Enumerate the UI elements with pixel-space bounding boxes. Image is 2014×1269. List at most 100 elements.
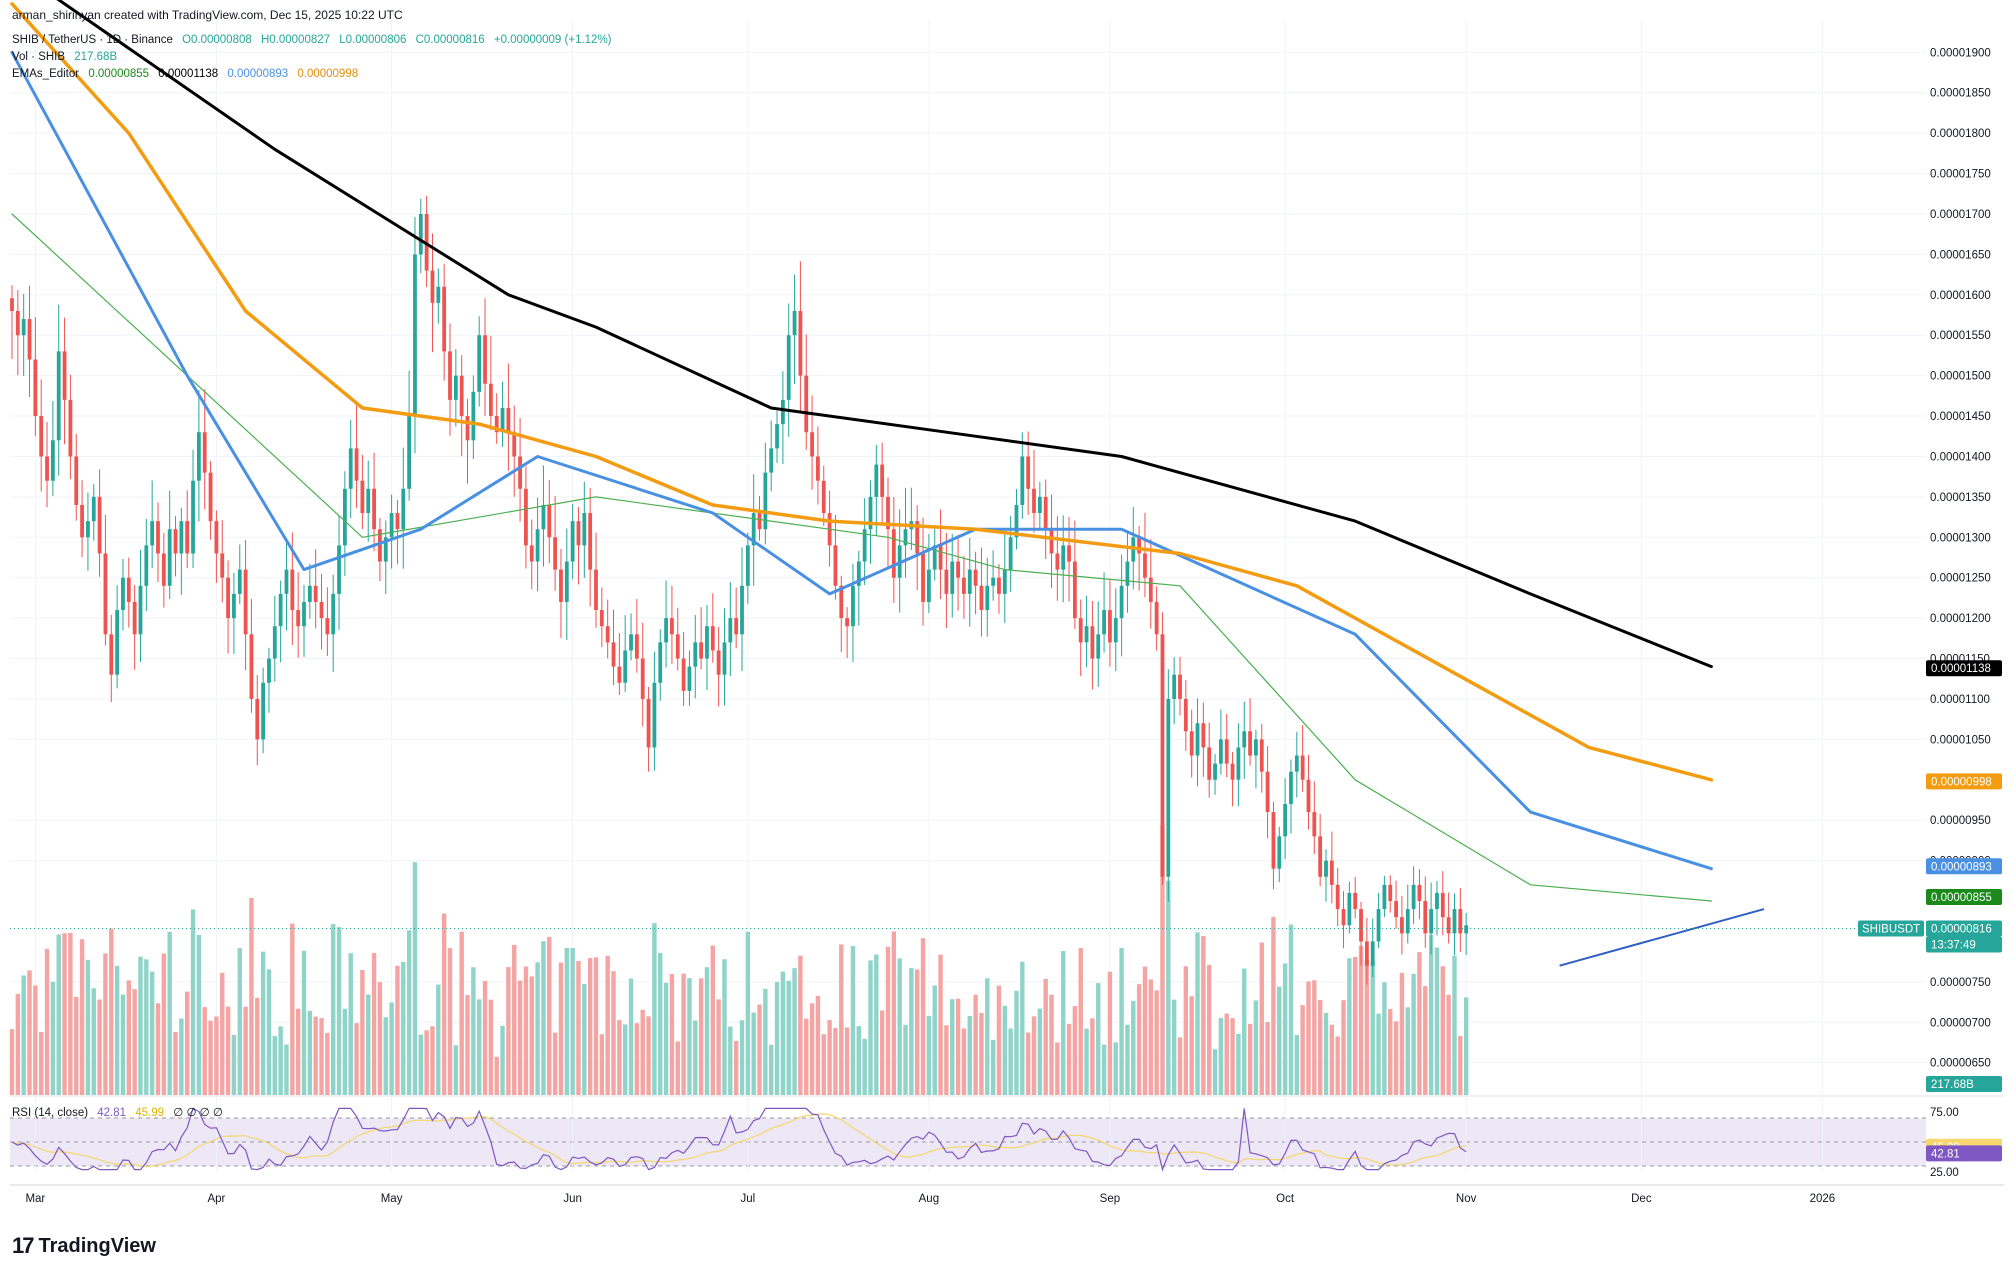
volume-bar (658, 952, 663, 1095)
ohlc-open: O0.00000808 (182, 34, 252, 46)
volume-bar (856, 1026, 861, 1095)
candle-body (1417, 884, 1422, 902)
candle-body (430, 270, 435, 303)
volume-bar (266, 969, 272, 1095)
volume-bar (693, 1020, 698, 1095)
symbol-legend[interactable]: SHIB / TetherUS · 1D · Binance O0.000008… (12, 34, 618, 46)
candle-body (1160, 634, 1165, 877)
time-tick-label: Nov (1456, 1193, 1477, 1205)
candle-body (1289, 771, 1293, 805)
candle-body (395, 513, 400, 530)
price-tick-label: 0.00000700 (1930, 1017, 1991, 1029)
candle-body (27, 319, 32, 360)
candle-body (1464, 925, 1469, 934)
candle-body (564, 561, 569, 602)
volume-bar (1072, 1006, 1078, 1095)
candle-body (360, 480, 365, 514)
volume-bar (944, 1025, 949, 1095)
volume-bar (149, 971, 155, 1095)
candle-body (1265, 771, 1270, 813)
candle-body (576, 521, 581, 546)
volume-bar (1107, 971, 1113, 1095)
candle-body (115, 610, 120, 675)
volume-bar (1189, 996, 1194, 1095)
candle-body (792, 310, 797, 336)
price-tick-label: 0.00001700 (1930, 209, 1991, 221)
ohlc-change: +0.00000009 (+1.12%) (493, 34, 612, 46)
candle-body (1283, 804, 1288, 837)
candle-body (1189, 731, 1194, 756)
candle-body (804, 375, 809, 433)
volume-bar (325, 1032, 330, 1095)
candle-body (833, 545, 838, 586)
candle-body (938, 545, 943, 570)
time-tick-label: Mar (25, 1193, 45, 1205)
candle-body (354, 448, 359, 481)
last-price-tag-bg (1926, 920, 2002, 937)
volume-bar (1090, 1018, 1095, 1095)
candle-body (126, 577, 131, 602)
candle-body (1195, 723, 1200, 756)
volume-bar (383, 1017, 388, 1095)
volume-bar (529, 976, 534, 1095)
trendline (1559, 908, 1765, 967)
time-tick-label: Jun (563, 1193, 582, 1205)
candle-body (138, 585, 143, 635)
rsi-legend[interactable]: RSI (14, close) 42.81 45.99 ∅ ∅ ∅ ∅ (12, 1105, 229, 1119)
candle-body (45, 456, 49, 481)
candle-body (214, 521, 219, 554)
candle-body (856, 561, 861, 586)
candle-body (459, 375, 464, 417)
volume-bar (185, 991, 190, 1095)
candle-body (191, 480, 195, 554)
candle-body (1341, 909, 1346, 926)
volume-bar (1025, 1032, 1031, 1095)
candle-body (1230, 763, 1235, 780)
volume-bar (915, 969, 920, 1095)
volume-bar (1166, 880, 1171, 1095)
candle-body (1154, 601, 1159, 635)
volume-legend[interactable]: Vol · SHIB 217.68B (12, 51, 123, 63)
time-tick-label: Jul (740, 1193, 755, 1205)
candle-body (1020, 456, 1025, 505)
volume-tag-bg (1926, 1076, 2002, 1092)
volume-bar (68, 932, 73, 1095)
rsi-value-tag: 42.81 (1931, 1148, 1960, 1160)
price-tag-bg (1926, 888, 2002, 905)
volume-bar (412, 862, 418, 1095)
candle-body (418, 213, 423, 255)
rsi-ma-line (11, 1113, 1467, 1168)
volume-bar (1160, 825, 1165, 1095)
ema-legend[interactable]: EMAs_Editor 0.00000855 0.00001138 0.0000… (12, 68, 364, 80)
candle-body (86, 521, 90, 538)
volume-bar (91, 988, 96, 1095)
ema200-value: 0.00001138 (158, 68, 219, 80)
volume-bar (547, 937, 552, 1095)
candle-body (1096, 634, 1101, 659)
tradingview-logo[interactable]: 17 TradingView (12, 1233, 156, 1259)
volume-bar (1207, 964, 1212, 1095)
volume-bar (1376, 1013, 1381, 1095)
price-tag-bg (1926, 773, 2002, 790)
countdown-tag: 13:37:49 (1931, 939, 1976, 951)
candle-body (1440, 892, 1445, 918)
volume-bar (348, 953, 353, 1095)
candle-body (751, 513, 756, 546)
candle-body (1055, 553, 1060, 570)
candle-body (1119, 585, 1124, 619)
candle-body (74, 456, 79, 505)
candle-body (232, 593, 236, 619)
candle-body (810, 432, 814, 457)
candle-body (1277, 836, 1282, 869)
volume-bar (874, 954, 879, 1095)
price-tick-label: 0.00001100 (1930, 694, 1990, 706)
time-tick-label: Apr (207, 1193, 225, 1205)
candle-body (442, 286, 447, 352)
rsi-tick-label: 75.00 (1930, 1107, 1959, 1119)
volume-bar (1434, 947, 1440, 1095)
candle-body (465, 416, 470, 441)
volume-bar (733, 1040, 739, 1095)
candle-body (477, 335, 482, 392)
candle-body (366, 488, 371, 514)
